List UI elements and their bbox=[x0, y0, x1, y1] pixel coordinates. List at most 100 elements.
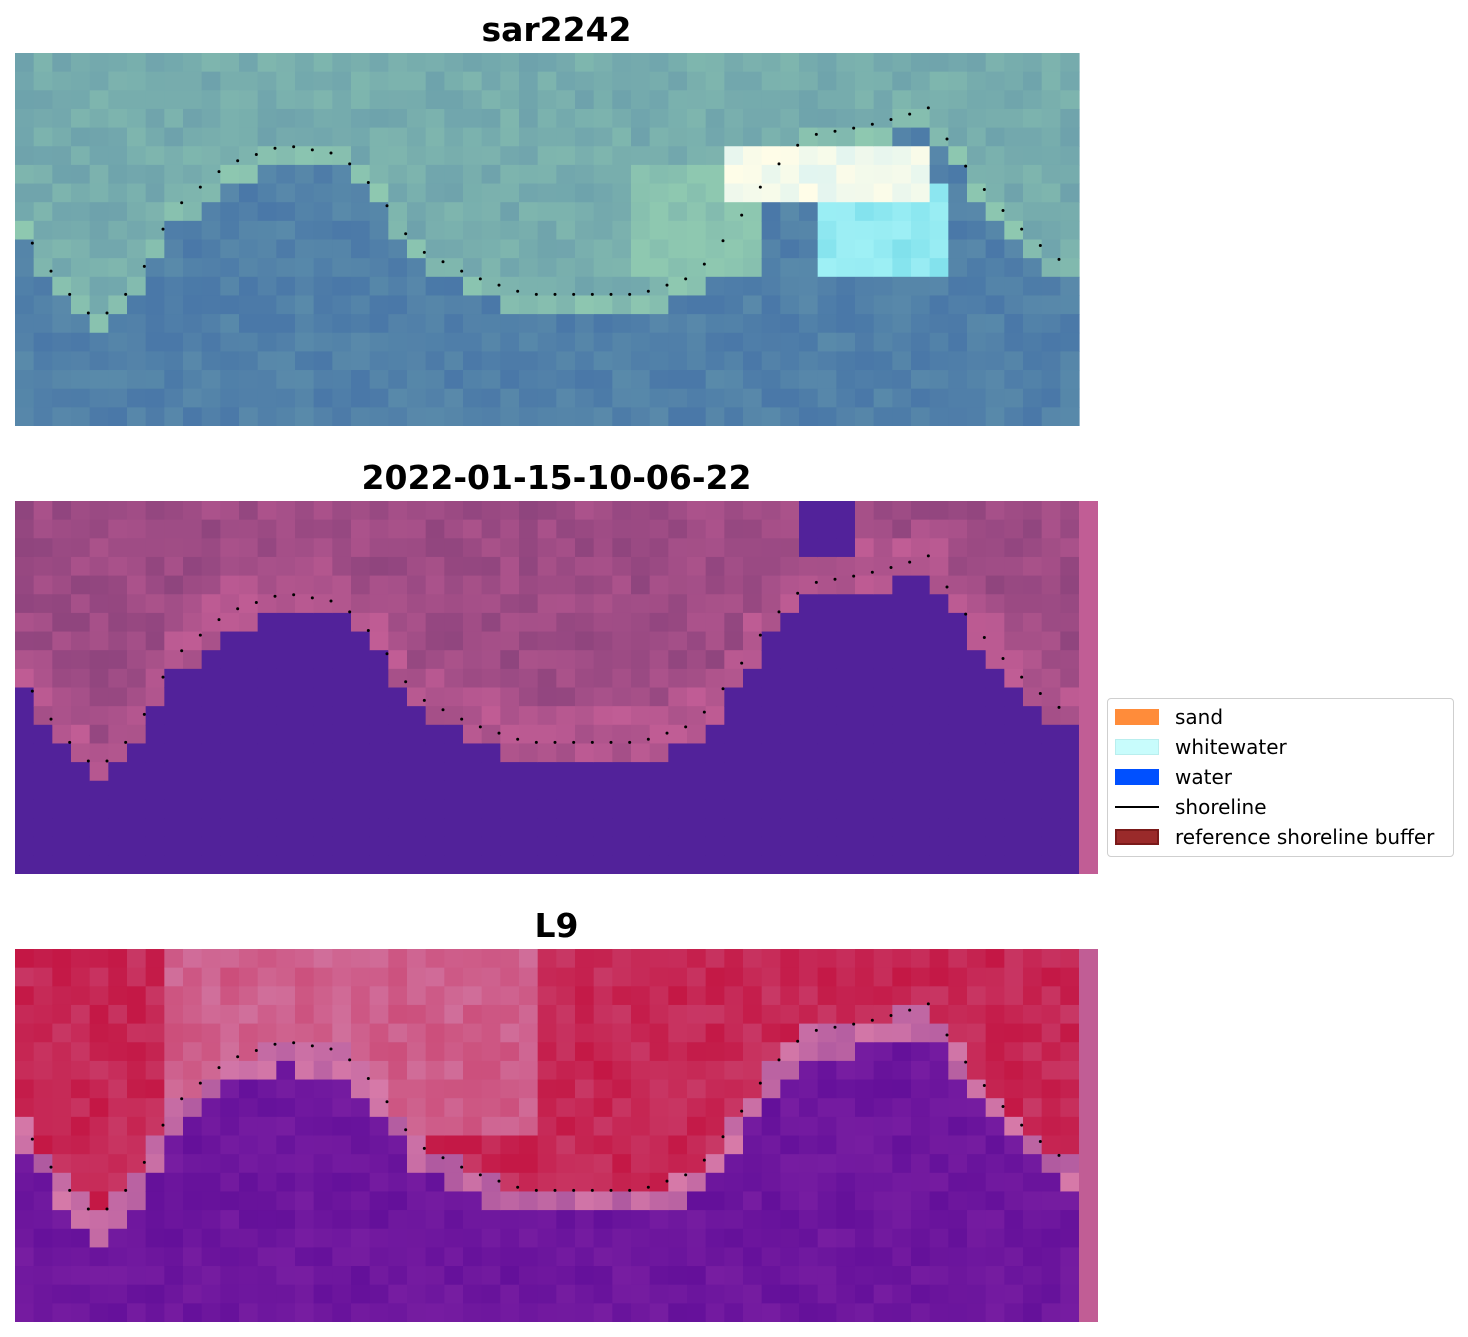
pixel-cell bbox=[668, 556, 688, 577]
pixel-cell bbox=[911, 1098, 931, 1118]
pixel-cell bbox=[967, 1079, 987, 1099]
pixel-cell bbox=[593, 818, 613, 838]
pixel-cell bbox=[500, 71, 520, 91]
pixel-cell bbox=[556, 108, 576, 129]
pixel-cell bbox=[649, 1172, 669, 1193]
pixel-cell bbox=[836, 836, 856, 856]
pixel-cell bbox=[276, 90, 296, 110]
pixel-cell bbox=[724, 538, 744, 558]
pixel-cell bbox=[463, 501, 483, 521]
pixel-cell bbox=[145, 743, 165, 763]
pixel-cell bbox=[52, 594, 72, 614]
pixel-cell bbox=[15, 556, 35, 577]
pixel-cell bbox=[500, 1303, 520, 1322]
pixel-cell bbox=[183, 351, 203, 371]
pixel-cell bbox=[836, 706, 856, 726]
pixel-cell bbox=[220, 127, 240, 147]
pixel-cell bbox=[873, 220, 893, 241]
pixel-cell bbox=[257, 519, 277, 539]
pixel-cell bbox=[612, 762, 632, 782]
pixel-cell bbox=[967, 1154, 987, 1174]
pixel-cell bbox=[220, 631, 240, 651]
pixel-cell bbox=[855, 1284, 875, 1304]
pixel-cell bbox=[649, 351, 669, 371]
pixel-cell bbox=[799, 949, 819, 969]
shoreline-point bbox=[646, 737, 650, 741]
pixel-cell bbox=[89, 1284, 109, 1304]
pixel-cell bbox=[257, 295, 277, 315]
pixel-cell bbox=[967, 1210, 987, 1230]
pixel-cell bbox=[556, 986, 576, 1006]
pixel-cell bbox=[33, 1116, 53, 1137]
pixel-cell bbox=[164, 1228, 184, 1248]
pixel-cell bbox=[313, 575, 333, 595]
pixel-cell bbox=[257, 818, 277, 838]
pixel-cell bbox=[631, 1284, 651, 1304]
pixel-cell bbox=[519, 986, 539, 1006]
pixel-cell bbox=[649, 1023, 669, 1043]
shoreline-point bbox=[105, 1207, 109, 1211]
pixel-cell bbox=[183, 986, 203, 1006]
pixel-cell bbox=[556, 1042, 576, 1062]
pixel-cell bbox=[425, 146, 445, 166]
pixel-cell bbox=[1041, 164, 1061, 185]
pixel-cell bbox=[500, 949, 520, 969]
pixel-cell bbox=[892, 1098, 912, 1118]
pixel-cell bbox=[500, 407, 520, 426]
pixel-cell bbox=[239, 53, 259, 73]
pixel-cell bbox=[351, 780, 371, 800]
pixel-cell bbox=[145, 631, 165, 651]
pixel-cell bbox=[985, 650, 1005, 670]
pixel-cell bbox=[836, 1116, 856, 1137]
pixel-cell bbox=[705, 780, 725, 800]
pixel-cell bbox=[556, 146, 576, 166]
pixel-cell bbox=[1060, 799, 1080, 819]
pixel-cell bbox=[351, 1135, 371, 1155]
pixel-cell bbox=[183, 1079, 203, 1099]
pixel-cell bbox=[145, 146, 165, 166]
pixel-cell bbox=[761, 724, 781, 745]
pixel-cell bbox=[127, 724, 147, 745]
pixel-cell bbox=[33, 1098, 53, 1118]
pixel-cell bbox=[1041, 71, 1061, 91]
pixel-cell bbox=[780, 1135, 800, 1155]
pixel-cell bbox=[220, 71, 240, 91]
pixel-cell bbox=[425, 1023, 445, 1043]
pixel-cell bbox=[1004, 90, 1024, 110]
pixel-cell bbox=[967, 519, 987, 539]
pixel-cell bbox=[239, 1172, 259, 1193]
pixel-cell bbox=[52, 538, 72, 558]
pixel-cell bbox=[519, 220, 539, 241]
pixel-cell bbox=[519, 818, 539, 838]
pixel-cell bbox=[575, 146, 595, 166]
pixel-cell bbox=[985, 538, 1005, 558]
pixel-cell bbox=[537, 388, 557, 408]
pixel-cell bbox=[33, 1079, 53, 1099]
pixel-cell bbox=[724, 855, 744, 874]
pixel-cell bbox=[836, 818, 856, 838]
pixel-cell bbox=[649, 1004, 669, 1025]
pixel-cell bbox=[537, 332, 557, 352]
pixel-cell bbox=[127, 90, 147, 110]
pixel-cell bbox=[463, 631, 483, 651]
pixel-cell bbox=[108, 1154, 128, 1174]
pixel-cell bbox=[780, 1023, 800, 1043]
pixel-cell bbox=[52, 388, 72, 408]
pixel-cell bbox=[799, 668, 819, 689]
shoreline-point bbox=[908, 560, 912, 564]
pixel-cell bbox=[425, 239, 445, 259]
pixel-cell bbox=[519, 1023, 539, 1043]
pixel-cell bbox=[1004, 276, 1024, 297]
pixel-cell bbox=[612, 631, 632, 651]
pixel-cell bbox=[183, 71, 203, 91]
pixel-cell bbox=[108, 90, 128, 110]
pixel-cell bbox=[369, 164, 389, 185]
pixel-cell bbox=[668, 743, 688, 763]
pixel-cell bbox=[257, 1191, 277, 1211]
shoreline-point bbox=[628, 292, 632, 296]
pixel-cell bbox=[164, 351, 184, 371]
pixel-cell bbox=[164, 556, 184, 577]
pixel-cell bbox=[463, 836, 483, 856]
pixel-cell bbox=[369, 90, 389, 110]
pixel-cell bbox=[799, 220, 819, 241]
